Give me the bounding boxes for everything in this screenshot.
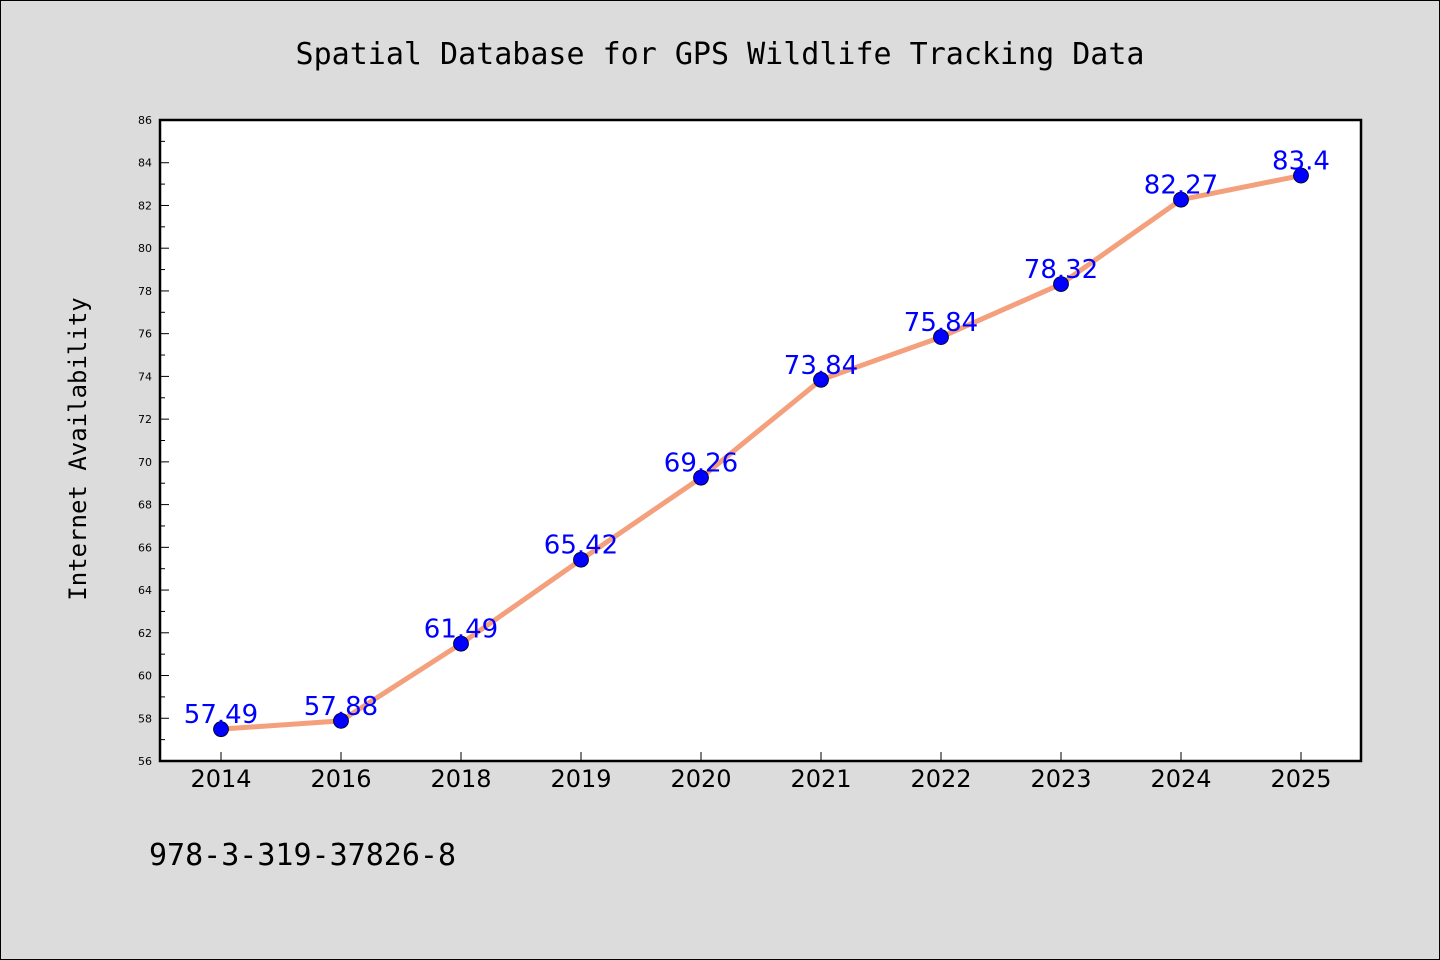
y-tick-label: 76 (138, 328, 152, 341)
data-value-label: 83.4 (1272, 147, 1330, 177)
data-point-marker (1173, 191, 1189, 208)
x-tick-label: 2021 (790, 765, 851, 793)
x-tick-label: 2024 (1150, 765, 1211, 793)
x-tick-label: 2014 (190, 765, 251, 793)
chart-title: Spatial Database for GPS Wildlife Tracki… (296, 37, 1145, 72)
data-point-marker (1053, 276, 1069, 292)
data-value-label: 57.49 (184, 700, 258, 730)
data-point-marker (693, 469, 709, 486)
y-tick-label: 86 (138, 114, 152, 127)
y-tick-label: 56 (138, 755, 152, 768)
x-tick-label: 2020 (670, 765, 731, 793)
data-value-label: 82.27 (1144, 171, 1218, 201)
data-value-label: 61.49 (424, 615, 498, 645)
y-tick-label: 58 (138, 712, 152, 725)
y-tick-label: 60 (138, 670, 152, 683)
y-tick-label: 84 (138, 157, 152, 170)
plot-frame (158, 118, 1363, 763)
y-tick-label: 78 (138, 285, 152, 298)
data-series (213, 167, 1309, 738)
data-point-marker (453, 635, 469, 652)
x-tick-label: 2025 (1270, 765, 1331, 793)
plot-area (160, 120, 1361, 761)
data-point-marker (333, 712, 349, 729)
x-tick-label: 2016 (310, 765, 371, 793)
y-tick-label: 62 (138, 627, 152, 640)
y-tick-label: 64 (138, 584, 152, 597)
x-tick-label: 2022 (910, 765, 971, 793)
data-value-label: 65.42 (544, 531, 618, 561)
data-labels: 57.49 57.88 61.49 65.42 69.26 73.84 75.84 78.32… (184, 147, 1330, 731)
y-axis-label: Internet Availability (64, 297, 92, 600)
data-point-marker (933, 329, 949, 345)
y-tick-label: 80 (138, 242, 152, 255)
y-tick-label: 70 (138, 456, 152, 469)
data-value-label: 73.84 (784, 351, 858, 381)
data-point-marker (573, 551, 589, 568)
data-point-marker (213, 721, 229, 738)
data-value-label: 75.84 (904, 308, 978, 338)
series-line (218, 173, 1304, 732)
data-value-label: 57.88 (304, 692, 378, 722)
y-tick-label: 68 (138, 499, 152, 512)
data-point-marker (813, 371, 829, 388)
y-axis: 56 58 60 62 64 66 68 70 72 74 76 78 80 82 84 86 (138, 114, 169, 768)
x-tick-label: 2018 (430, 765, 491, 793)
footer-isbn: 978-3-319-37826-8 (149, 838, 456, 873)
y-tick-label: 82 (138, 199, 152, 212)
x-axis: 2014 2016 2018 2019 2020 2021 2022 2023 2024 2025 (190, 752, 1332, 793)
x-tick-label: 2019 (550, 765, 611, 793)
data-point-marker (1293, 167, 1309, 184)
y-tick-label: 66 (138, 541, 152, 554)
data-value-label: 69.26 (664, 449, 738, 479)
x-tick-label: 2023 (1030, 765, 1091, 793)
y-tick-label: 72 (138, 413, 152, 426)
y-tick-label: 74 (138, 370, 152, 383)
data-value-label: 78.32 (1024, 255, 1098, 285)
